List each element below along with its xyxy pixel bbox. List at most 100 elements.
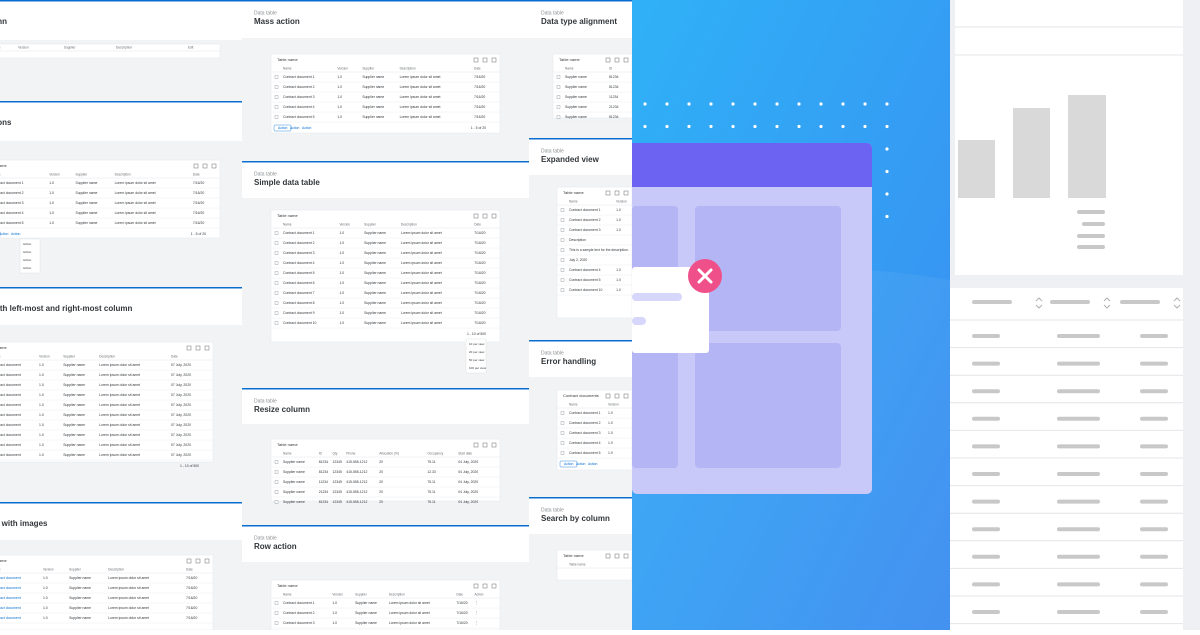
row-checkbox bbox=[556, 105, 561, 109]
cell: Contract document bbox=[0, 363, 21, 367]
cell: 1.0 bbox=[616, 268, 621, 272]
cell: Supplier name bbox=[364, 271, 386, 275]
cell: Contract document 8 bbox=[283, 301, 315, 305]
column-header: Version bbox=[49, 172, 60, 176]
cell: 1.0 bbox=[337, 115, 342, 119]
toolbar-icon bbox=[195, 558, 201, 564]
table-frame bbox=[0, 159, 221, 239]
table-frame bbox=[556, 389, 632, 471]
table-title: Table name bbox=[277, 213, 298, 218]
dot bbox=[841, 124, 845, 129]
cell: Contract document bbox=[0, 443, 21, 447]
cell: 7/16/20 bbox=[186, 576, 197, 580]
cell: 7/16/20 bbox=[186, 586, 197, 590]
cell-pill bbox=[1140, 582, 1168, 587]
cell: 21234 bbox=[319, 490, 329, 494]
toolbar-icon bbox=[482, 57, 488, 63]
cell: Supplier name bbox=[76, 211, 98, 215]
cell-pill bbox=[1057, 444, 1100, 449]
cell: Lorem ipsum dolor sit amet bbox=[99, 383, 140, 387]
cell: 7/16/20 bbox=[193, 211, 204, 215]
row-checkbox bbox=[560, 451, 565, 455]
chart-bar-illustration bbox=[1068, 95, 1106, 198]
pattern-card: e with images Table name Name Version Suppli… bbox=[0, 502, 242, 630]
cell: 07 July, 2020 bbox=[171, 423, 191, 427]
cell: 1.0 bbox=[339, 291, 344, 295]
cell: 7/16/20 bbox=[193, 221, 204, 225]
row-checkbox bbox=[274, 470, 279, 474]
dot bbox=[885, 102, 889, 106]
dot bbox=[709, 102, 713, 106]
cell: 1.0 bbox=[49, 201, 54, 205]
cell: 7/16/20 bbox=[186, 596, 197, 600]
card-kicker: Data table bbox=[541, 350, 564, 356]
cell: 07 July, 2020 bbox=[171, 363, 191, 367]
cell-pill bbox=[972, 334, 1000, 338]
cell: Supplier name bbox=[69, 576, 91, 580]
cell: 12345 bbox=[332, 470, 342, 474]
column-header: Table name bbox=[569, 562, 586, 566]
cell: Contract document 3 bbox=[283, 95, 315, 99]
cell: Contract document bbox=[0, 383, 21, 387]
column-header: Qty bbox=[332, 451, 337, 455]
pager: 1 - 10 of 500 bbox=[180, 464, 199, 468]
cell: Supplier name bbox=[565, 85, 587, 89]
cell: ⋮ bbox=[475, 621, 478, 625]
cell-pill bbox=[1140, 472, 1168, 476]
cell: Lorem ipsum dolor sit amet bbox=[108, 606, 149, 610]
card-header bbox=[0, 101, 242, 141]
dropdown-item: 20 per view bbox=[469, 350, 485, 354]
cell: Supplier name bbox=[364, 261, 386, 265]
row-checkbox bbox=[560, 218, 565, 222]
column-header: Description bbox=[108, 567, 124, 571]
cell: Supplier name bbox=[76, 181, 98, 185]
table-title: Table name bbox=[277, 442, 298, 447]
illustration-header bbox=[632, 143, 872, 187]
cell: 1.0 bbox=[332, 601, 337, 605]
cell: Lorem ipsum dolor sit amet bbox=[401, 321, 442, 325]
legend-lines bbox=[1077, 210, 1105, 249]
toolbar-icon bbox=[195, 345, 201, 351]
cell: Contract document bbox=[0, 423, 21, 427]
cell: 1.0 bbox=[332, 621, 337, 625]
column-header: Name bbox=[569, 199, 578, 203]
cell: Supplier name bbox=[63, 403, 85, 407]
column-header: Version bbox=[339, 222, 350, 226]
cell-pill bbox=[1140, 334, 1168, 338]
cell: 1.0 bbox=[616, 228, 621, 232]
cell: 20 bbox=[379, 500, 383, 504]
toolbar-icon bbox=[202, 163, 208, 169]
cell-pill bbox=[972, 610, 1000, 614]
row-checkbox bbox=[274, 95, 279, 99]
cell-pill bbox=[972, 389, 1000, 394]
cell: 1.0 bbox=[39, 373, 44, 377]
cell: 75.11 bbox=[427, 460, 435, 464]
dot bbox=[797, 102, 801, 106]
dot bbox=[863, 124, 867, 129]
cell-pill bbox=[1140, 444, 1168, 449]
pattern-column: mn Name Version Supplier Description Edit ions… bbox=[0, 0, 242, 630]
column-header: Date bbox=[456, 592, 463, 596]
cell: 1.0 bbox=[339, 301, 344, 305]
table-frame bbox=[552, 53, 632, 119]
illustration-panel bbox=[695, 343, 841, 468]
cell: 1.0 bbox=[339, 231, 344, 235]
toolbar-icon bbox=[482, 583, 488, 589]
cell: Contract document 1 bbox=[283, 75, 315, 79]
cell: Lorem ipsum dolor sit amet bbox=[401, 281, 442, 285]
cell: Supplier name bbox=[565, 75, 587, 79]
column-header: Date bbox=[474, 222, 481, 226]
cell: Contract document 3 bbox=[569, 228, 601, 232]
cell-pill bbox=[972, 527, 1000, 532]
cell: 1.0 bbox=[43, 596, 48, 600]
cell-pill bbox=[1057, 499, 1100, 504]
legend-line bbox=[1077, 245, 1105, 249]
cell: Supplier name bbox=[364, 301, 386, 305]
illustration-panel bbox=[695, 206, 841, 331]
column-header: Version bbox=[39, 354, 50, 358]
toolbar-icon bbox=[623, 553, 629, 559]
toolbar-icon bbox=[605, 57, 611, 63]
cell: Contract document bbox=[0, 433, 21, 437]
column-header: Allocation (%) bbox=[379, 451, 399, 455]
